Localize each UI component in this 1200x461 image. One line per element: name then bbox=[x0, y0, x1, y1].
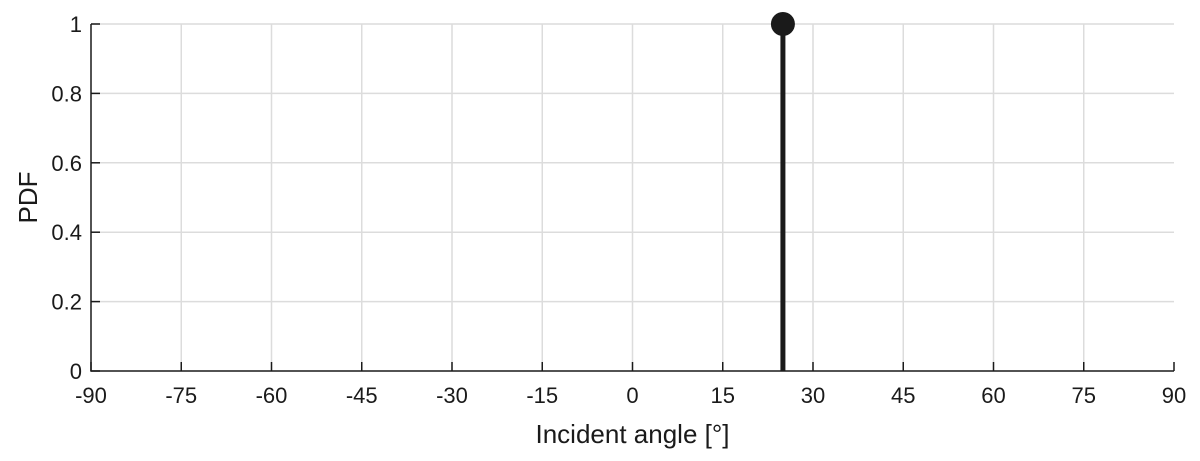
y-tick-label: 1 bbox=[70, 12, 82, 37]
stem-marker bbox=[770, 12, 795, 36]
x-tick-label: -90 bbox=[75, 383, 107, 408]
x-tick-label: 75 bbox=[1072, 383, 1096, 408]
x-tick-label: -30 bbox=[436, 383, 468, 408]
y-tick-label: 0.4 bbox=[51, 220, 82, 245]
y-axis-ticks: 0 0.2 0.4 0.6 0.8 1 bbox=[51, 12, 100, 384]
y-axis-label: PDF bbox=[13, 172, 43, 224]
x-tick-label: -75 bbox=[165, 383, 197, 408]
y-tick-label: 0 bbox=[70, 359, 82, 384]
x-tick-label: 90 bbox=[1162, 383, 1186, 408]
grid bbox=[91, 23, 1174, 371]
x-axis-ticks: -90 -75 -60 -45 -30 -15 0 15 30 45 60 75 90 bbox=[75, 362, 1186, 408]
x-tick-label: 45 bbox=[891, 383, 915, 408]
data-marks bbox=[770, 12, 795, 371]
x-tick-label: -15 bbox=[526, 383, 558, 408]
x-tick-label: -45 bbox=[346, 383, 378, 408]
x-tick-label: -60 bbox=[256, 383, 288, 408]
x-tick-label: 0 bbox=[626, 383, 638, 408]
x-tick-label: 15 bbox=[711, 383, 735, 408]
y-tick-label: 0.2 bbox=[51, 290, 82, 315]
x-axis-label: Incident angle [°] bbox=[536, 419, 730, 449]
x-tick-label: 30 bbox=[801, 383, 825, 408]
y-tick-label: 0.6 bbox=[51, 151, 82, 176]
y-tick-label: 0.8 bbox=[51, 81, 82, 106]
x-tick-label: 60 bbox=[981, 383, 1005, 408]
